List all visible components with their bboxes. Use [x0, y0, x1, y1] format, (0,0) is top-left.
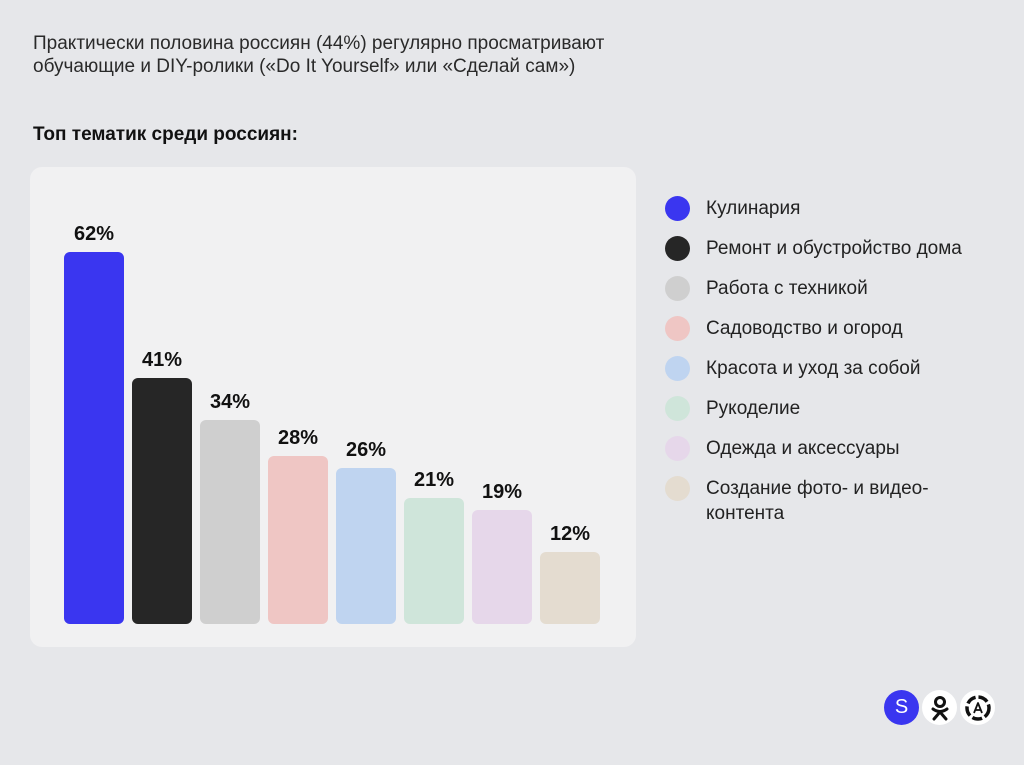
legend-item-5: Красота и уход за собой: [665, 356, 1010, 396]
legend-swatch-3: [665, 276, 690, 301]
bar-6: [404, 498, 464, 624]
legend-item-8: Создание фото- и видео-контента: [665, 476, 1010, 524]
sber-logo-letter: S: [894, 696, 909, 718]
legend-swatch-1: [665, 196, 690, 221]
legend-label-1: Кулинария: [706, 198, 801, 219]
legend-item-3: Работа с техникой: [665, 276, 1010, 316]
legend-swatch-8: [665, 476, 690, 501]
bar-value-label-6: 21%: [414, 469, 454, 491]
legend-item-7: Одежда и аксессуары: [665, 436, 1010, 476]
legend-label-2: Ремонт и обустройство дома: [706, 238, 962, 259]
bar-2: [132, 378, 192, 624]
legend-label-3: Работа с техникой: [706, 278, 868, 299]
headline-line-1: Практически половина россиян (44%) регул…: [33, 33, 605, 54]
aura-logo-icon: [960, 690, 995, 725]
legend-swatch-2: [665, 236, 690, 261]
legend-label-7: Одежда и аксессуары: [706, 438, 900, 459]
bar-3: [200, 420, 260, 624]
legend-item-6: Рукоделие: [665, 396, 1010, 436]
bar-8: [540, 552, 600, 624]
legend-label-5: Красота и уход за собой: [706, 358, 921, 379]
headline-line-2: обучающие и DIY-ролики («Do It Yourself»…: [33, 56, 576, 77]
legend-swatch-6: [665, 396, 690, 421]
bar-1: [64, 252, 124, 624]
brand-logos: S: [884, 690, 995, 725]
bar-value-label-2: 41%: [142, 349, 182, 371]
legend-swatch-5: [665, 356, 690, 381]
bar-4: [268, 456, 328, 624]
legend-label-4: Садоводство и огород: [706, 318, 903, 339]
bar-value-label-7: 19%: [482, 481, 522, 503]
bar-7: [472, 510, 532, 624]
chart-legend: Кулинария Ремонт и обустройство дома Работ…: [665, 196, 1010, 524]
bar-value-label-4: 28%: [278, 427, 318, 449]
legend-item-1: Кулинария: [665, 196, 1010, 236]
bar-chart: 62% 41% 34% 28% 26% 21% 19% 12%: [64, 223, 600, 624]
legend-swatch-7: [665, 436, 690, 461]
odnoklassniki-logo-icon: [922, 690, 957, 725]
chart-card: 62% 41% 34% 28% 26% 21% 19% 12%: [30, 167, 636, 647]
legend-item-4: Садоводство и огород: [665, 316, 1010, 356]
legend-label-6: Рукоделие: [706, 398, 801, 419]
chart-subheading: Топ тематик среди россиян:: [33, 124, 298, 145]
legend-swatch-4: [665, 316, 690, 341]
legend-label-8: Создание фото- и видео-контента: [706, 478, 929, 524]
bar-value-label-8: 12%: [550, 523, 590, 545]
bar-5: [336, 468, 396, 624]
bar-value-label-3: 34%: [210, 391, 250, 413]
bar-value-label-1: 62%: [74, 223, 114, 245]
legend-item-2: Ремонт и обустройство дома: [665, 236, 1010, 276]
sber-logo-icon: S: [884, 690, 919, 725]
page-headline: Практически половина россиян (44%) регул…: [33, 32, 753, 78]
bar-value-label-5: 26%: [346, 439, 386, 461]
